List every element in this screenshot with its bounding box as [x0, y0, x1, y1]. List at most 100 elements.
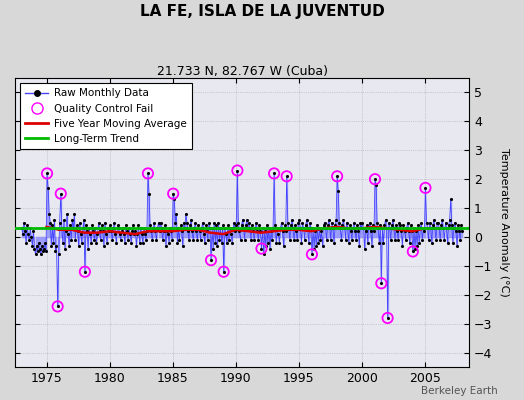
Point — [213, 242, 222, 249]
Point — [310, 245, 318, 252]
Point — [366, 219, 374, 226]
Point — [43, 170, 51, 177]
Point — [129, 222, 137, 229]
Point — [168, 237, 177, 243]
Point — [201, 240, 209, 246]
Point — [432, 237, 440, 243]
Point — [232, 222, 241, 229]
Point — [408, 228, 416, 234]
Point — [70, 211, 79, 217]
Point — [443, 240, 452, 246]
Point — [242, 222, 250, 229]
Point — [62, 228, 70, 234]
Point — [103, 240, 111, 246]
Point — [125, 225, 133, 232]
Point — [405, 228, 413, 234]
Point — [230, 219, 238, 226]
Point — [381, 216, 390, 223]
Point — [317, 228, 325, 234]
Point — [356, 219, 365, 226]
Point — [137, 231, 146, 237]
Point — [427, 225, 435, 232]
Point — [184, 228, 192, 234]
Point — [300, 237, 309, 243]
Point — [336, 225, 344, 232]
Point — [279, 242, 288, 249]
Point — [61, 245, 69, 252]
Text: Berkeley Earth: Berkeley Earth — [421, 386, 498, 396]
Point — [394, 237, 402, 243]
Point — [146, 222, 154, 229]
Point — [138, 240, 147, 246]
Point — [35, 240, 43, 246]
Point — [174, 225, 183, 232]
Point — [60, 216, 68, 223]
Point — [376, 222, 385, 229]
Point — [433, 219, 441, 226]
Point — [205, 219, 213, 226]
Point — [307, 225, 315, 232]
Point — [431, 225, 439, 232]
Point — [378, 225, 387, 232]
Point — [325, 216, 333, 223]
Point — [23, 222, 31, 229]
Point — [224, 222, 232, 229]
Point — [18, 225, 26, 232]
Point — [90, 237, 99, 243]
Point — [87, 240, 95, 246]
Point — [303, 225, 312, 232]
Point — [34, 248, 42, 255]
Point — [292, 228, 300, 234]
Point — [331, 222, 340, 229]
Point — [19, 231, 27, 237]
Point — [171, 219, 180, 226]
Point — [210, 219, 219, 226]
Point — [260, 228, 269, 234]
Point — [352, 237, 361, 243]
Point — [285, 225, 293, 232]
Point — [226, 225, 234, 232]
Point — [207, 257, 215, 263]
Point — [43, 170, 51, 177]
Point — [420, 228, 429, 234]
Point — [208, 225, 216, 232]
Point — [451, 219, 459, 226]
Point — [198, 225, 206, 232]
Point — [225, 237, 233, 243]
Point — [261, 242, 270, 249]
Point — [412, 228, 420, 234]
Point — [274, 231, 282, 237]
Point — [24, 231, 32, 237]
Point — [177, 222, 185, 229]
Point — [105, 228, 113, 234]
Point — [367, 228, 375, 234]
Point — [231, 228, 239, 234]
Legend: Raw Monthly Data, Quality Control Fail, Five Year Moving Average, Long-Term Tren: Raw Monthly Data, Quality Control Fail, … — [20, 83, 191, 149]
Point — [181, 225, 189, 232]
Point — [81, 268, 89, 275]
Point — [293, 237, 301, 243]
Point — [325, 225, 334, 232]
Point — [128, 228, 136, 234]
Point — [121, 240, 129, 246]
Point — [421, 185, 430, 191]
Point — [258, 225, 267, 232]
Point — [346, 222, 354, 229]
Point — [445, 216, 454, 223]
Point — [348, 237, 356, 243]
Point — [96, 237, 105, 243]
Point — [126, 231, 134, 237]
Point — [64, 231, 72, 237]
Point — [123, 228, 131, 234]
Point — [100, 242, 108, 249]
Point — [246, 225, 254, 232]
Point — [65, 242, 73, 249]
Point — [288, 216, 296, 223]
Point — [289, 225, 297, 232]
Point — [41, 240, 49, 246]
Point — [107, 228, 115, 234]
Point — [342, 219, 351, 226]
Point — [67, 237, 75, 243]
Point — [430, 216, 438, 223]
Point — [29, 228, 38, 234]
